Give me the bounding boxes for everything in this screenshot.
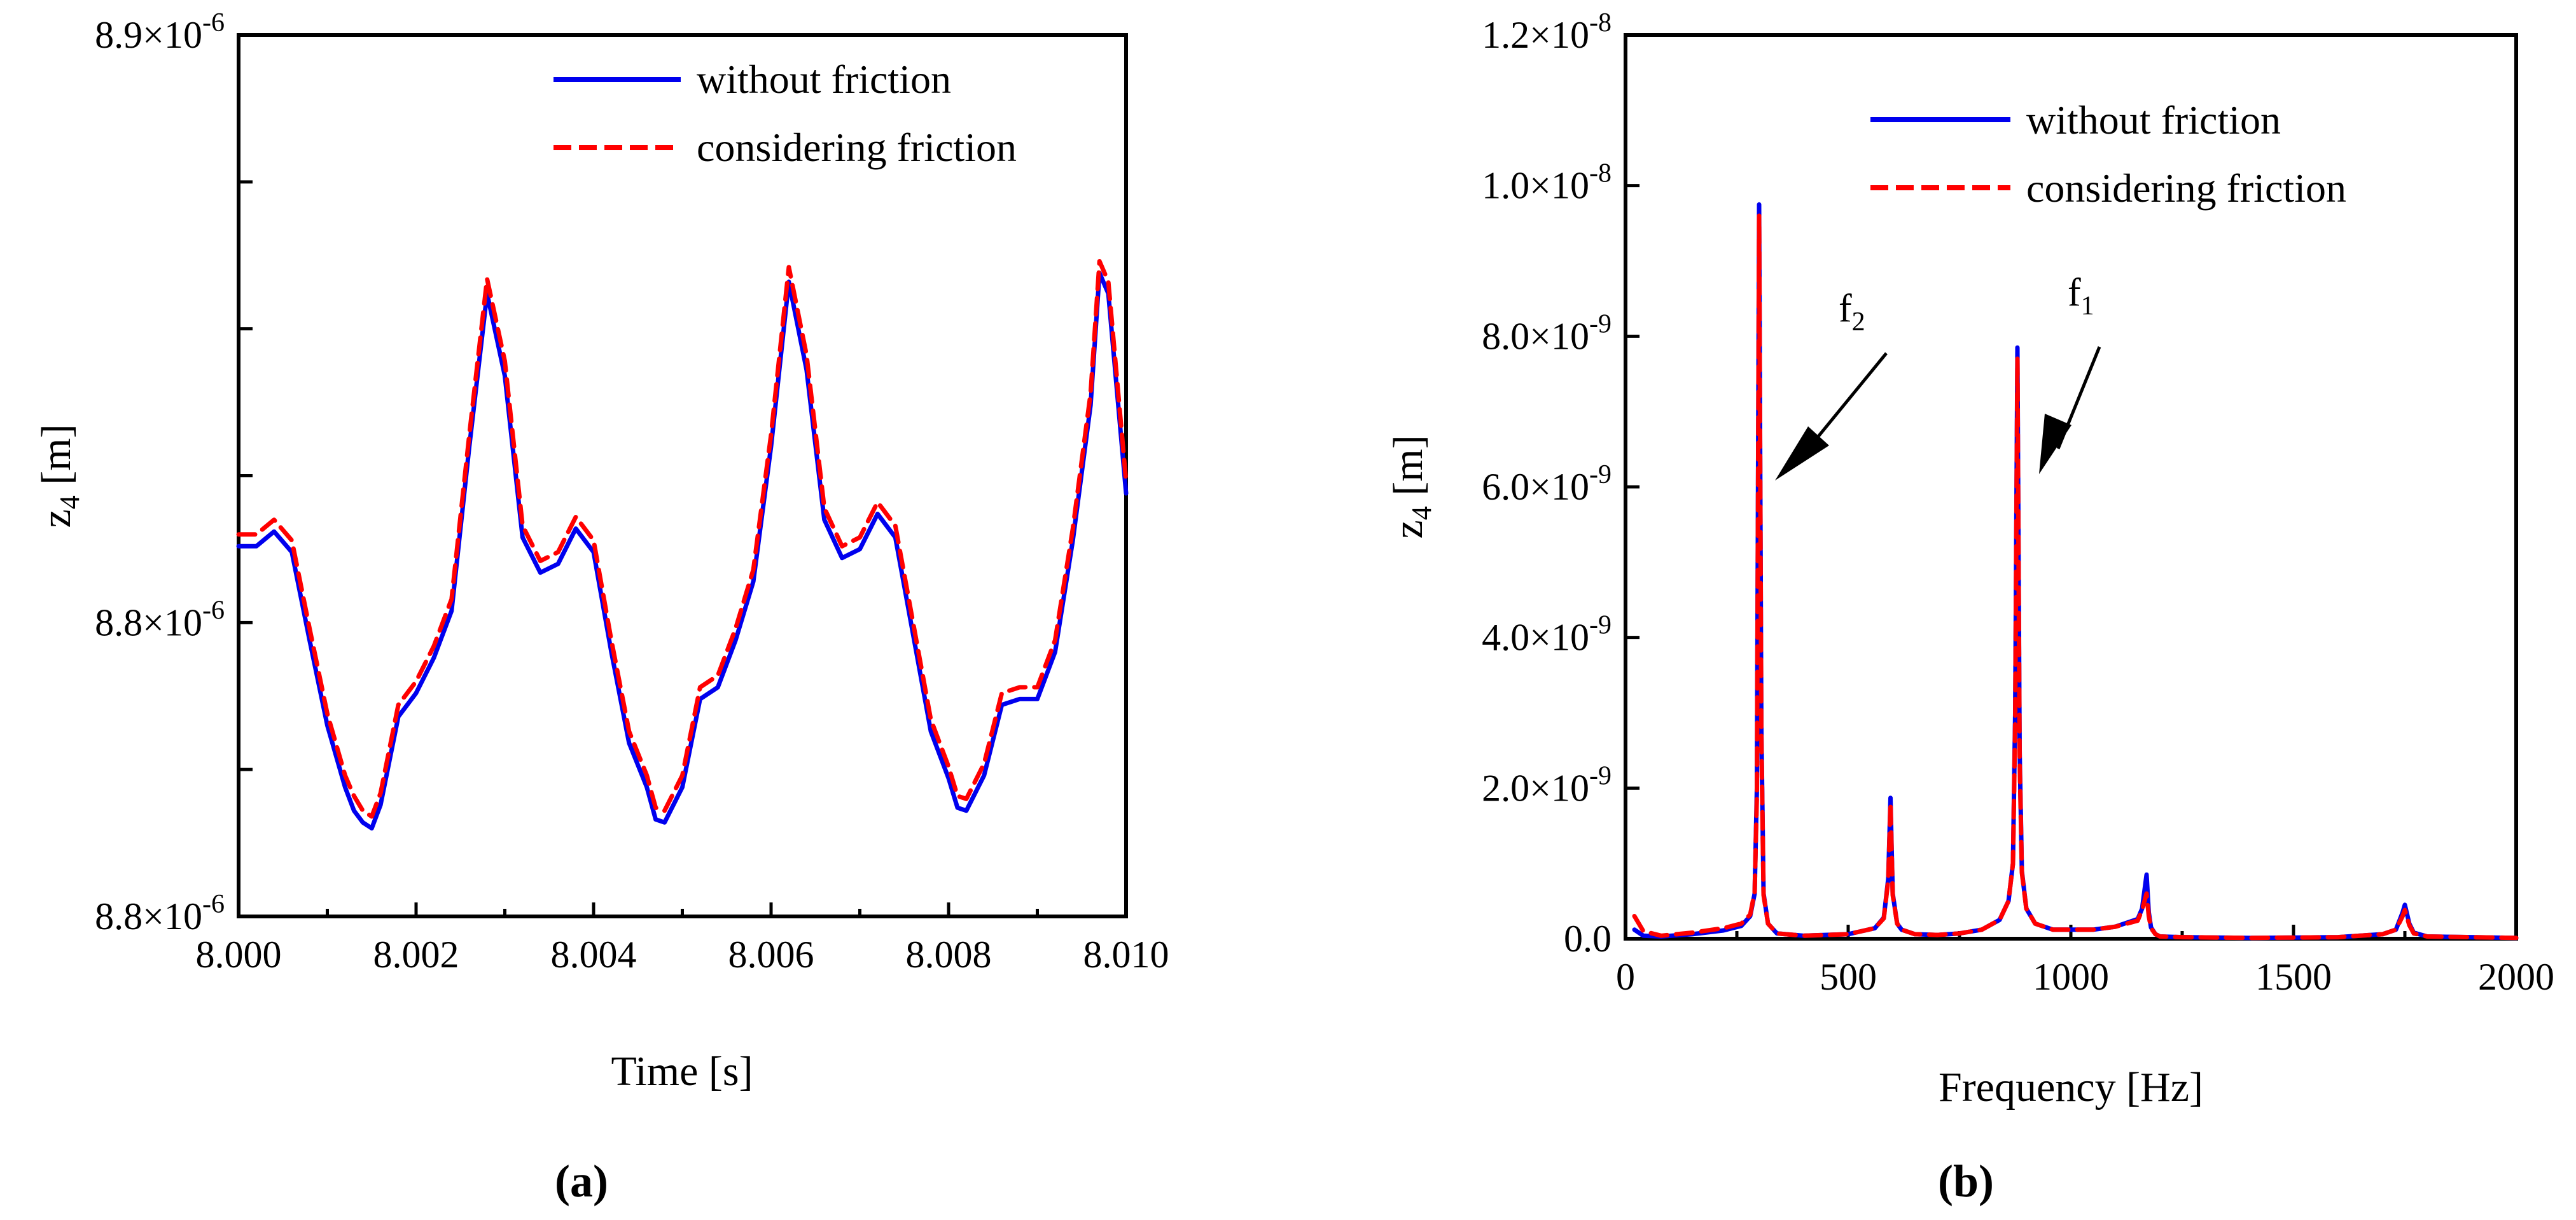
panel-a-label: (a) bbox=[555, 1156, 608, 1207]
plot-b-annotations: f2 f1 bbox=[1775, 271, 2101, 480]
plot-b-series bbox=[1632, 202, 2519, 941]
plot-b-legend: without friction considering friction bbox=[1870, 97, 2346, 211]
f1-label: f1 bbox=[2068, 271, 2094, 321]
f1-arrow-head bbox=[2039, 414, 2071, 474]
y-tick-label-b-2: 4.0×10-9 bbox=[1482, 611, 1612, 659]
legend-a-label-without-friction: without friction bbox=[697, 57, 951, 102]
series-b-considering-friction bbox=[1632, 213, 2519, 941]
y-tick-label-b-3: 6.0×10-9 bbox=[1482, 460, 1612, 508]
legend-b-label-without-friction: without friction bbox=[2026, 97, 2281, 143]
panel-a-time-domain: 8.000 8.002 8.004 8.006 8.008 8.010 8.9×10-6 8.… bbox=[33, 8, 1169, 1207]
y-tick-label-a-0: 8.9×10-6 bbox=[95, 8, 225, 56]
svg-text:z4 [m]: z4 [m] bbox=[1385, 435, 1437, 538]
x-tick-label-a-3: 8.006 bbox=[728, 934, 814, 976]
svg-text:z4 [m]: z4 [m] bbox=[33, 424, 85, 528]
plot-a-ticks bbox=[237, 33, 1128, 918]
panel-b-label: (b) bbox=[1938, 1156, 1994, 1207]
legend-a-label-considering-friction: considering friction bbox=[697, 125, 1017, 170]
x-tick-label-b-4: 2000 bbox=[2478, 956, 2554, 998]
y-tick-label-b-6: 1.2×10-8 bbox=[1482, 8, 1612, 56]
f1-label-main: f bbox=[2068, 271, 2081, 314]
y-tick-label-a-6: 8.8×10-6 bbox=[95, 890, 225, 937]
f2-label: f2 bbox=[1839, 287, 1865, 337]
x-tick-label-a-2: 8.004 bbox=[551, 934, 637, 976]
f2-arrow-head bbox=[1775, 426, 1829, 480]
y-tick-label-b-1: 2.0×10-9 bbox=[1482, 761, 1612, 809]
x-tick-label-a-0: 8.000 bbox=[196, 934, 282, 976]
plot-b-ticks bbox=[1624, 33, 2518, 941]
x-tick-label-a-4: 8.008 bbox=[906, 934, 992, 976]
plot-b-tick-labels: 0 500 1000 1500 2000 0.0 2.0×10-9 4.0×10-9 6.0×1… bbox=[1482, 8, 2554, 998]
plot-b-x-axis-title: Frequency [Hz] bbox=[1939, 1064, 2203, 1111]
series-a-without-friction bbox=[236, 270, 1129, 831]
series-b-without-friction bbox=[1632, 202, 2519, 941]
ylabel-a-sub: 4 bbox=[54, 495, 85, 509]
plot-b-y-axis-title: z4 [m] bbox=[1385, 435, 1437, 538]
plot-a-series bbox=[236, 259, 1129, 831]
x-tick-label-b-3: 1500 bbox=[2255, 956, 2332, 998]
f1-label-sub: 1 bbox=[2081, 291, 2094, 321]
plot-a-legend: without friction considering friction bbox=[553, 57, 1017, 170]
x-tick-label-b-1: 500 bbox=[1820, 956, 1877, 998]
ylabel-a-main: z bbox=[33, 509, 80, 528]
plot-a-tick-labels: 8.000 8.002 8.004 8.006 8.008 8.010 8.9×10-6 8.… bbox=[95, 8, 1169, 976]
f2-label-main: f bbox=[1839, 287, 1852, 330]
series-a-considering-friction bbox=[236, 259, 1129, 819]
plot-a-x-axis-title: Time [s] bbox=[611, 1048, 753, 1095]
x-tick-label-a-1: 8.002 bbox=[373, 934, 459, 976]
legend-b-label-considering-friction: considering friction bbox=[2026, 165, 2346, 211]
y-tick-label-b-0: 0.0 bbox=[1564, 918, 1612, 960]
ylabel-b-main: z bbox=[1385, 520, 1431, 538]
y-tick-label-b-5: 1.0×10-8 bbox=[1482, 159, 1612, 207]
x-tick-label-b-0: 0 bbox=[1616, 956, 1635, 998]
x-tick-label-b-2: 1000 bbox=[2033, 956, 2109, 998]
f2-label-sub: 2 bbox=[1852, 307, 1865, 337]
y-tick-label-a-4: 8.8×10-6 bbox=[95, 596, 225, 643]
ylabel-b-sub: 4 bbox=[1406, 506, 1437, 520]
y-tick-label-b-4: 8.0×10-9 bbox=[1482, 309, 1612, 357]
plot-a-y-axis-title: z4 [m] bbox=[33, 424, 85, 528]
panel-b-frequency-domain: 0 500 1000 1500 2000 0.0 2.0×10-9 4.0×10-9 6.0×1… bbox=[1385, 8, 2554, 1207]
ylabel-b-unit: [m] bbox=[1385, 435, 1431, 506]
x-tick-label-a-5: 8.010 bbox=[1083, 934, 1169, 976]
ylabel-a-unit: [m] bbox=[33, 424, 80, 495]
